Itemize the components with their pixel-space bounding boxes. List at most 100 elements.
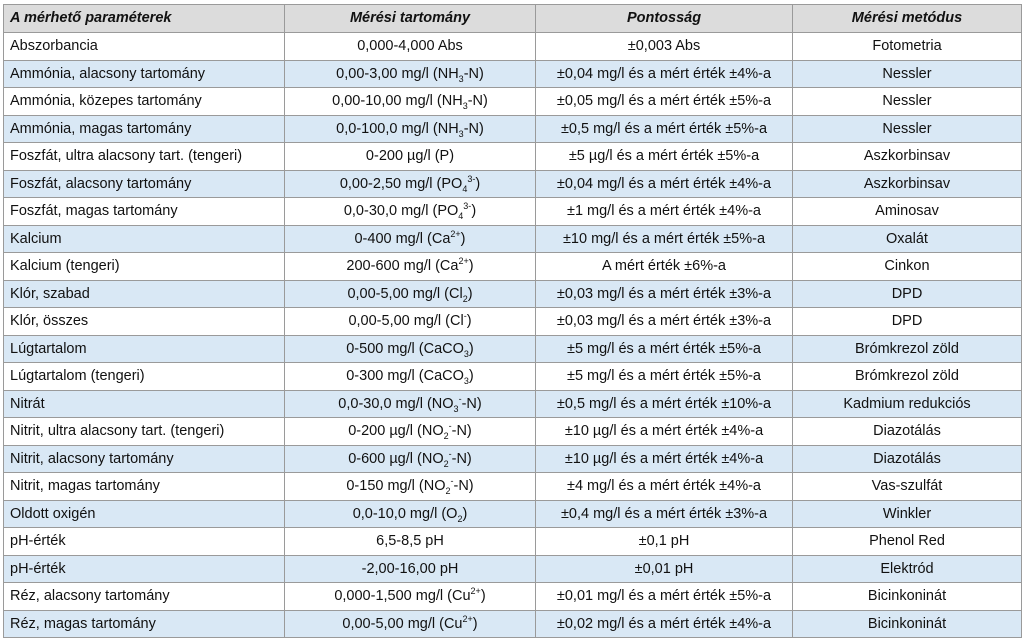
cell-accuracy: ±0,02 mg/l és a mért érték ±4%-a xyxy=(535,609,793,638)
cell-parameter: Kalcium xyxy=(3,224,285,253)
cell-method: Brómkrezol zöld xyxy=(792,362,1022,391)
cell-range: 0,00-5,00 mg/l (Cl2) xyxy=(284,279,536,308)
subscript: 2 xyxy=(443,458,449,469)
cell-parameter: Ammónia, magas tartomány xyxy=(3,114,285,143)
table-row: Nitrát 0,0-30,0 mg/l (NO3--N) ±0,5 mg/l és… xyxy=(3,389,1022,418)
cell-range: 0,00-5,00 mg/l (Cu2+) xyxy=(284,609,536,638)
cell-accuracy: ±0,03 mg/l és a mért érték ±3%-a xyxy=(535,279,793,308)
subscript: 2 xyxy=(445,485,451,496)
superscript: - xyxy=(463,311,467,322)
superscript: 2+ xyxy=(462,613,473,624)
cell-range: 0,0-30,0 mg/l (NO3--N) xyxy=(284,389,536,418)
cell-method: Winkler xyxy=(792,499,1022,528)
subscript: 4 xyxy=(462,183,468,194)
cell-accuracy: ±0,5 mg/l és a mért érték ±10%-a xyxy=(535,389,793,418)
header-accuracy: Pontosság xyxy=(535,4,793,33)
cell-range: 0,00-5,00 mg/l (Cl-) xyxy=(284,307,536,336)
cell-parameter: Kalcium (tengeri) xyxy=(3,252,285,281)
subscript: 3 xyxy=(458,73,464,84)
table-row: Oldott oxigén 0,0-10,0 mg/l (O2) ±0,4 mg/l… xyxy=(3,499,1022,528)
cell-method: Aminosav xyxy=(792,197,1022,226)
table-row: Ammónia, alacsony tartomány 0,00-3,00 mg/… xyxy=(3,59,1022,88)
table-row: Foszfát, alacsony tartomány 0,00-2,50 mg/… xyxy=(3,169,1022,198)
table-body: Abszorbancia 0,000-4,000 Abs ±0,003 Abs Fot… xyxy=(3,32,1022,638)
cell-method: Kadmium redukciós xyxy=(792,389,1022,418)
cell-accuracy: ±0,5 mg/l és a mért érték ±5%-a xyxy=(535,114,793,143)
cell-method: Cinkon xyxy=(792,252,1022,281)
cell-method: Fotometria xyxy=(792,32,1022,61)
cell-parameter: Foszfát, magas tartomány xyxy=(3,197,285,226)
header-method: Mérési metódus xyxy=(792,4,1022,33)
cell-method: Oxalát xyxy=(792,224,1022,253)
cell-accuracy: ±0,1 pH xyxy=(535,527,793,556)
cell-parameter: pH-érték xyxy=(3,527,285,556)
superscript: - xyxy=(450,476,454,487)
cell-method: Bicinkoninát xyxy=(792,582,1022,611)
table-header-row: A mérhető paraméterek Mérési tartomány P… xyxy=(3,4,1022,33)
cell-accuracy: ±5 mg/l és a mért érték ±5%-a xyxy=(535,362,793,391)
table-row: Nitrit, magas tartomány 0-150 mg/l (NO2--… xyxy=(3,472,1022,501)
header-range: Mérési tartomány xyxy=(284,4,536,33)
cell-accuracy: ±0,003 Abs xyxy=(535,32,793,61)
header-parameter: A mérhető paraméterek xyxy=(3,4,285,33)
superscript: 2+ xyxy=(450,228,461,239)
cell-parameter: Oldott oxigén xyxy=(3,499,285,528)
cell-parameter: Lúgtartalom xyxy=(3,334,285,363)
cell-accuracy: ±10 mg/l és a mért érték ±5%-a xyxy=(535,224,793,253)
cell-parameter: Nitrit, ultra alacsony tart. (tengeri) xyxy=(3,417,285,446)
superscript: - xyxy=(448,421,452,432)
cell-parameter: Ammónia, alacsony tartomány xyxy=(3,59,285,88)
cell-range: -2,00-16,00 pH xyxy=(284,554,536,583)
cell-range: 0-300 mg/l (CaCO3) xyxy=(284,362,536,391)
subscript: 4 xyxy=(458,210,464,221)
cell-parameter: Abszorbancia xyxy=(3,32,285,61)
cell-accuracy: ±0,05 mg/l és a mért érték ±5%-a xyxy=(535,87,793,116)
superscript: 2+ xyxy=(470,586,481,597)
subscript: 3 xyxy=(453,403,459,414)
cell-method: Brómkrezol zöld xyxy=(792,334,1022,363)
cell-accuracy: ±10 µg/l és a mért érték ±4%-a xyxy=(535,417,793,446)
table-row: Ammónia, közepes tartomány 0,00-10,00 mg/… xyxy=(3,87,1022,116)
cell-range: 0-150 mg/l (NO2--N) xyxy=(284,472,536,501)
subscript: 3 xyxy=(458,128,464,139)
cell-range: 0,00-3,00 mg/l (NH3-N) xyxy=(284,59,536,88)
superscript: 3- xyxy=(467,173,476,184)
cell-parameter: Klór, összes xyxy=(3,307,285,336)
subscript: 3 xyxy=(463,375,469,386)
cell-range: 0,0-30,0 mg/l (PO43-) xyxy=(284,197,536,226)
cell-accuracy: ±0,01 mg/l és a mért érték ±5%-a xyxy=(535,582,793,611)
cell-parameter: Foszfát, alacsony tartomány xyxy=(3,169,285,198)
cell-method: Nessler xyxy=(792,114,1022,143)
cell-method: Nessler xyxy=(792,59,1022,88)
cell-parameter: Lúgtartalom (tengeri) xyxy=(3,362,285,391)
cell-accuracy: ±4 mg/l és a mért érték ±4%-a xyxy=(535,472,793,501)
table-row: Klór, összes 0,00-5,00 mg/l (Cl-) ±0,03 mg… xyxy=(3,307,1022,336)
table-row: Ammónia, magas tartomány 0,0-100,0 mg/l (… xyxy=(3,114,1022,143)
cell-accuracy: A mért érték ±6%-a xyxy=(535,252,793,281)
superscript: - xyxy=(448,448,452,459)
subscript: 3 xyxy=(462,100,468,111)
table-row: pH-érték -2,00-16,00 pH ±0,01 pH Elektród xyxy=(3,554,1022,583)
cell-method: Bicinkoninát xyxy=(792,609,1022,638)
superscript: - xyxy=(458,393,462,404)
cell-method: DPD xyxy=(792,307,1022,336)
cell-parameter: Nitrit, magas tartomány xyxy=(3,472,285,501)
cell-range: 0,0-100,0 mg/l (NH3-N) xyxy=(284,114,536,143)
table-row: Lúgtartalom (tengeri) 0-300 mg/l (CaCO3) ±… xyxy=(3,362,1022,391)
cell-parameter: Réz, magas tartomány xyxy=(3,609,285,638)
cell-accuracy: ±5 mg/l és a mért érték ±5%-a xyxy=(535,334,793,363)
cell-accuracy: ±0,4 mg/l és a mért érték ±3%-a xyxy=(535,499,793,528)
table-row: Réz, magas tartomány 0,00-5,00 mg/l (Cu2+… xyxy=(3,609,1022,638)
table-row: Lúgtartalom 0-500 mg/l (CaCO3) ±5 mg/l és … xyxy=(3,334,1022,363)
superscript: 3- xyxy=(463,201,472,212)
cell-parameter: Foszfát, ultra alacsony tart. (tengeri) xyxy=(3,142,285,171)
table-row: Kalcium 0-400 mg/l (Ca2+) ±10 mg/l és a mé… xyxy=(3,224,1022,253)
cell-parameter: Réz, alacsony tartomány xyxy=(3,582,285,611)
cell-accuracy: ±1 mg/l és a mért érték ±4%-a xyxy=(535,197,793,226)
table-row: Foszfát, ultra alacsony tart. (tengeri) 0… xyxy=(3,142,1022,171)
table-row: Nitrit, alacsony tartomány 0-600 µg/l (NO… xyxy=(3,444,1022,473)
table-row: pH-érték 6,5-8,5 pH ±0,1 pH Phenol Red xyxy=(3,527,1022,556)
cell-range: 0-200 µg/l (NO2--N) xyxy=(284,417,536,446)
cell-range: 0,00-10,00 mg/l (NH3-N) xyxy=(284,87,536,116)
cell-range: 0,0-10,0 mg/l (O2) xyxy=(284,499,536,528)
